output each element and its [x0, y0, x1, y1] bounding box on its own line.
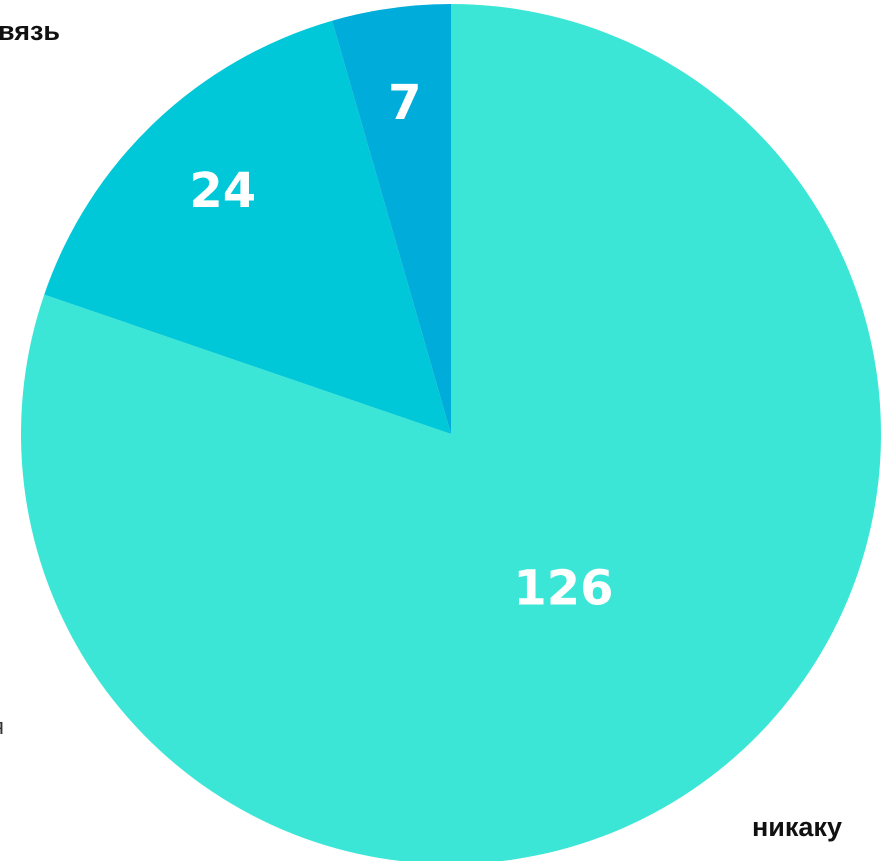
data-label: 126	[513, 560, 613, 616]
annotation: никаку	[752, 812, 842, 842]
data-label: 7	[388, 75, 421, 131]
data-label: 24	[189, 163, 256, 219]
annotation: вязь	[0, 16, 60, 46]
pie	[21, 4, 881, 861]
slice	[44, 20, 451, 435]
slice	[332, 4, 451, 434]
annotation: я	[0, 714, 4, 739]
slice	[21, 4, 881, 861]
